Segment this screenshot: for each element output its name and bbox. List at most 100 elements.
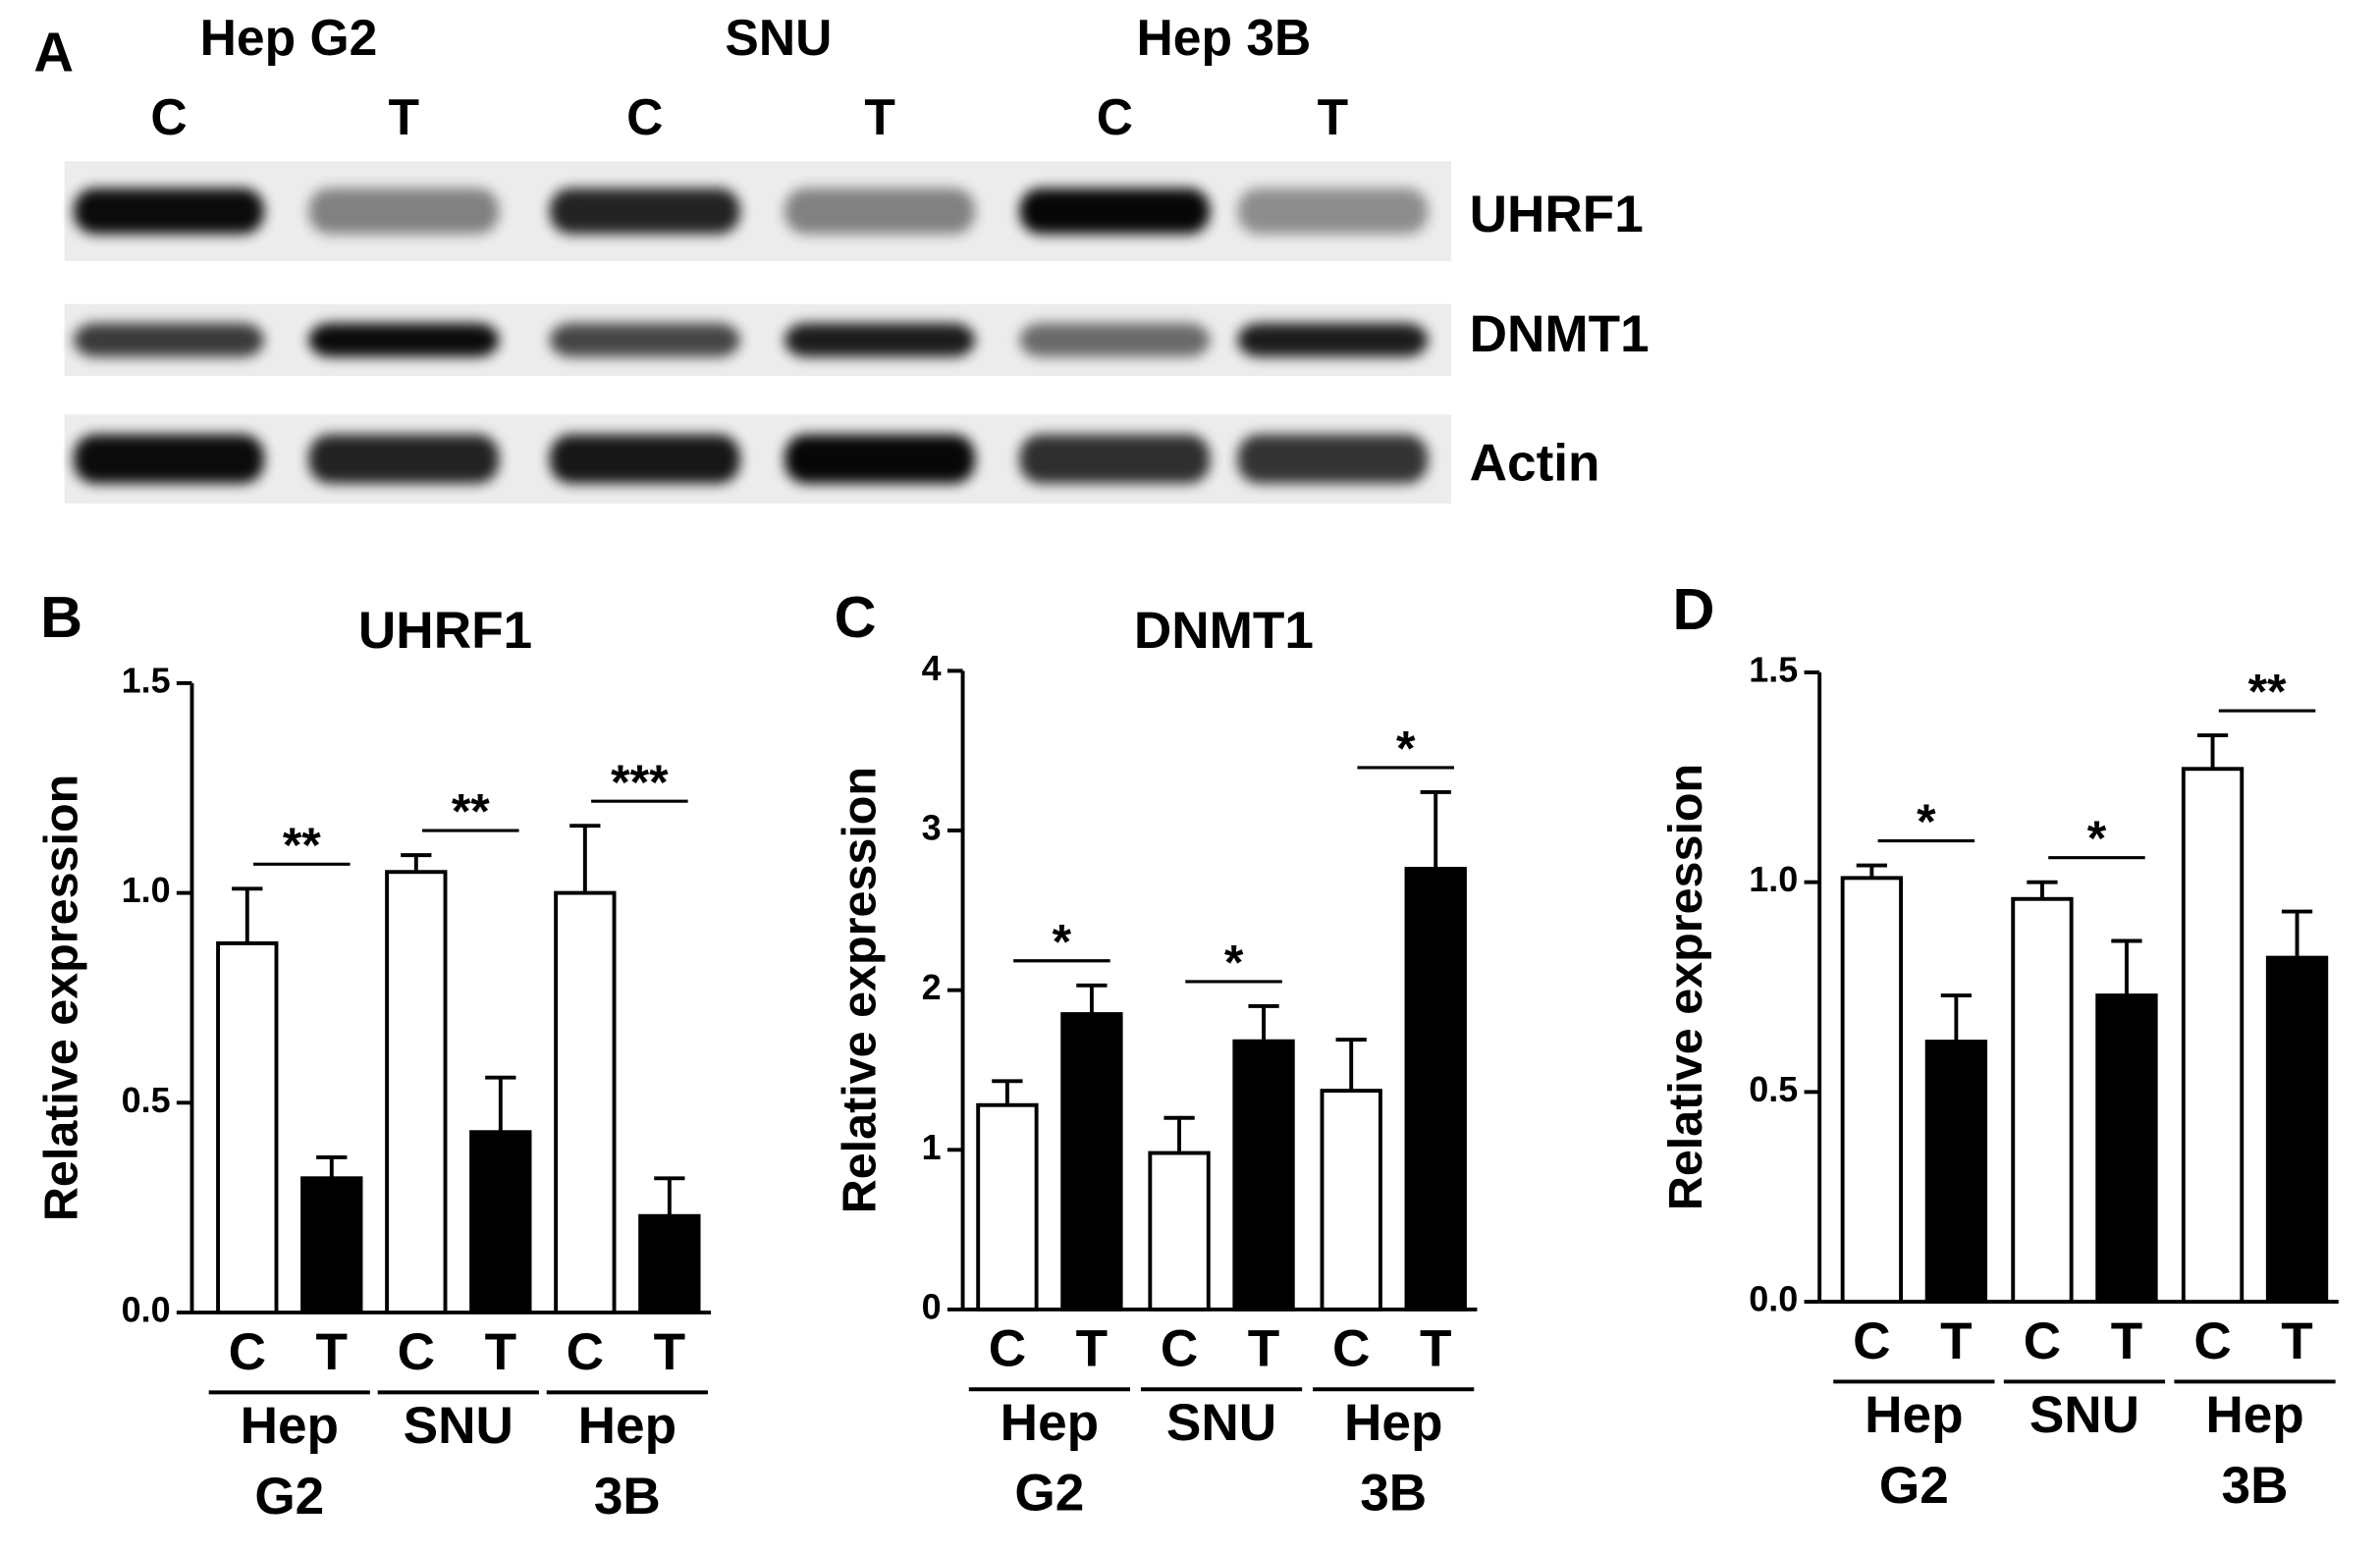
x-tick-label: T <box>1248 1320 1279 1378</box>
bar <box>976 1102 1039 1311</box>
x-tick-label: T <box>1420 1320 1451 1378</box>
blot-strip <box>64 414 1451 504</box>
x-tick-label: T <box>1940 1312 1972 1370</box>
y-tick-label: 0.5 <box>122 1080 171 1120</box>
y-tick-label: 4 <box>922 648 942 688</box>
blot-band <box>549 323 740 357</box>
panel-label: B <box>40 584 82 650</box>
group-label: SNU <box>2029 1386 2139 1444</box>
group-label: Hep <box>241 1397 339 1455</box>
protein-label: UHRF1 <box>1470 186 1644 243</box>
x-tick-label: C <box>398 1323 435 1381</box>
bar <box>554 890 617 1315</box>
group-label: G2 <box>1014 1465 1084 1523</box>
blot-band <box>549 434 740 484</box>
bar <box>385 870 448 1315</box>
group-label: 3B <box>2222 1457 2289 1515</box>
y-axis-label: Relative expression <box>34 775 87 1221</box>
x-tick-label: T <box>2111 1312 2142 1370</box>
blot-band <box>784 434 976 484</box>
protein-label: Actin <box>1470 434 1600 492</box>
y-tick-label: 1.0 <box>1749 859 1798 899</box>
group-label: Hep <box>578 1397 676 1455</box>
significance-label: * <box>1396 722 1416 776</box>
y-axis-label: Relative expression <box>1659 764 1712 1210</box>
group-label: 3B <box>1360 1465 1427 1523</box>
blot-band <box>308 187 500 235</box>
lane-label: T <box>389 88 420 145</box>
blot-band <box>784 187 976 235</box>
bar <box>2265 955 2329 1305</box>
bar <box>638 1213 701 1315</box>
blot-band <box>1019 323 1211 357</box>
significance-label: ** <box>2248 665 2287 720</box>
cell-line-label: SNU <box>725 9 832 66</box>
significance-label: * <box>1053 914 1072 969</box>
blot-band <box>74 323 264 357</box>
group-label: SNU <box>1166 1394 1276 1452</box>
y-tick-label: 1.0 <box>122 870 171 910</box>
group-label: G2 <box>254 1468 324 1525</box>
y-tick-label: 1.5 <box>122 660 171 700</box>
x-tick-label: C <box>989 1320 1026 1378</box>
group-label: G2 <box>1879 1457 1949 1515</box>
cell-line-label: Hep G2 <box>200 9 378 66</box>
bar <box>1840 876 1904 1305</box>
bar <box>1924 1040 1988 1305</box>
bar <box>2011 896 2074 1305</box>
lane-label: T <box>1318 88 1349 145</box>
blot-band <box>1237 187 1429 235</box>
group-label: SNU <box>404 1397 514 1455</box>
blot-band <box>74 434 264 484</box>
chart-title: UHRF1 <box>358 602 532 660</box>
blot-band <box>308 434 500 484</box>
bar <box>2095 993 2158 1305</box>
bar <box>2181 767 2245 1305</box>
blot-band <box>784 323 976 357</box>
y-tick-label: 0.5 <box>1749 1069 1798 1109</box>
x-tick-label: C <box>2024 1312 2061 1370</box>
panel-label: A <box>33 22 74 83</box>
x-tick-label: C <box>2193 1312 2231 1370</box>
bar <box>1232 1039 1295 1311</box>
bar <box>300 1176 363 1315</box>
y-tick-label: 0.0 <box>1749 1279 1798 1319</box>
x-tick-label: C <box>1853 1312 1890 1370</box>
group-label: Hep <box>1344 1394 1442 1452</box>
panel-label: D <box>1672 576 1714 642</box>
blot-strip <box>64 161 1451 261</box>
x-tick-label: C <box>1161 1320 1198 1378</box>
blot-band <box>1019 187 1211 235</box>
blot-band <box>74 187 264 235</box>
group-label: Hep <box>1865 1386 1963 1444</box>
chart-title: DNMT1 <box>1134 602 1314 660</box>
group-label: 3B <box>594 1468 661 1525</box>
blot-band <box>549 187 740 235</box>
x-tick-label: T <box>316 1323 348 1381</box>
x-tick-label: T <box>654 1323 685 1381</box>
x-tick-label: T <box>485 1323 516 1381</box>
significance-label: * <box>1917 794 1936 849</box>
significance-label: ** <box>452 784 490 839</box>
blot-band <box>1237 323 1429 357</box>
x-tick-label: T <box>1076 1320 1108 1378</box>
significance-label: *** <box>611 755 669 810</box>
group-label: Hep <box>2205 1386 2303 1444</box>
blot-band <box>308 323 500 357</box>
bar <box>469 1130 532 1315</box>
bar <box>1060 1012 1123 1311</box>
lane-label: C <box>1097 88 1133 145</box>
lane-label: C <box>626 88 663 145</box>
y-tick-label: 1.5 <box>1749 649 1798 689</box>
bar <box>1404 867 1467 1311</box>
lane-label: T <box>864 88 895 145</box>
blot-strip <box>64 303 1451 377</box>
x-tick-label: T <box>2281 1312 2312 1370</box>
cell-line-label: Hep 3B <box>1137 9 1312 66</box>
bar <box>1320 1089 1382 1311</box>
y-tick-label: 3 <box>922 808 942 848</box>
y-tick-label: 1 <box>922 1127 942 1167</box>
blot-band <box>1237 434 1429 484</box>
group-label: Hep <box>1001 1394 1099 1452</box>
